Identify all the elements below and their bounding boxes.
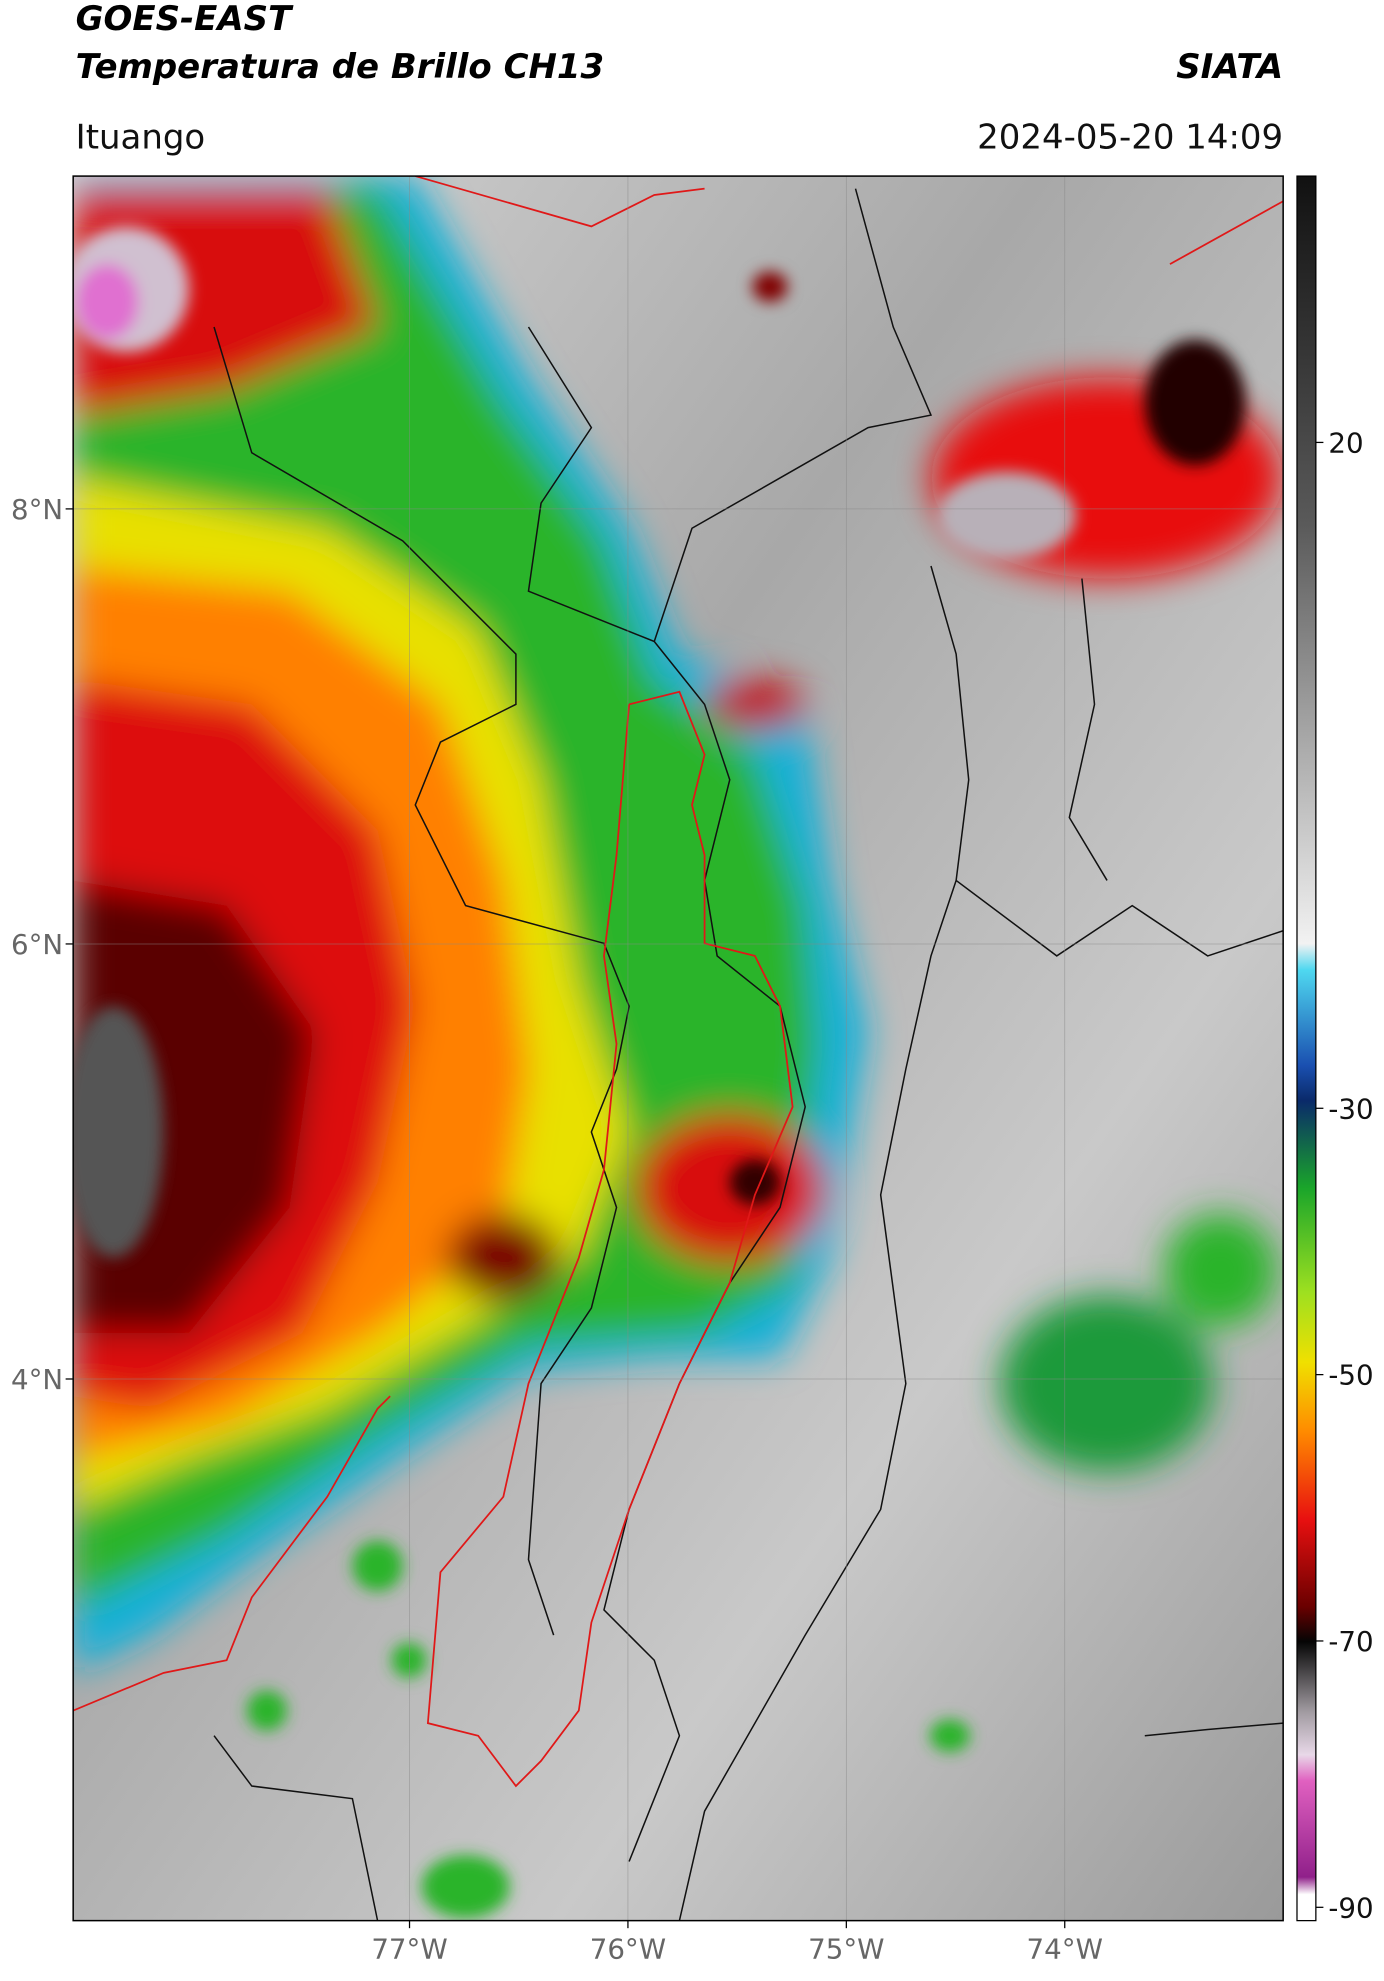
location: Ituango bbox=[76, 117, 206, 157]
grid bbox=[73, 176, 1284, 1921]
colorbar-tick-label: -70 bbox=[1328, 1625, 1373, 1658]
x-tick-label: 74°W bbox=[1027, 1932, 1103, 1965]
x-tick-label: 77°W bbox=[371, 1932, 447, 1965]
x-tick-label: 75°W bbox=[808, 1932, 884, 1965]
axes: 77°W 76°W 75°W 74°W 8°N 6°N 4°N bbox=[11, 493, 1103, 1965]
y-tick-label: 8°N bbox=[11, 493, 63, 526]
colorbar bbox=[1296, 175, 1317, 1922]
y-tick-label: 4°N bbox=[11, 1363, 63, 1396]
map-frame bbox=[72, 175, 1284, 1922]
x-tick-label: 76°W bbox=[590, 1932, 666, 1965]
brand: SIATA bbox=[1176, 47, 1283, 87]
title: GOES-EAST bbox=[76, 0, 294, 39]
colorbar-ticks: 20 -30 -50 -70 -90 bbox=[1315, 426, 1374, 1924]
y-tick-label: 6°N bbox=[11, 928, 63, 961]
subtitle: Temperatura de Brillo CH13 bbox=[76, 47, 604, 87]
colorbar-tick-label: -90 bbox=[1328, 1891, 1373, 1924]
colorbar-tick-label: -30 bbox=[1328, 1092, 1373, 1125]
datetime: 2024-05-20 14:09 bbox=[977, 117, 1283, 157]
colorbar-tick-label: -50 bbox=[1328, 1359, 1373, 1392]
satellite-image bbox=[73, 176, 1284, 1921]
colorbar-tick-label: 20 bbox=[1328, 426, 1363, 459]
